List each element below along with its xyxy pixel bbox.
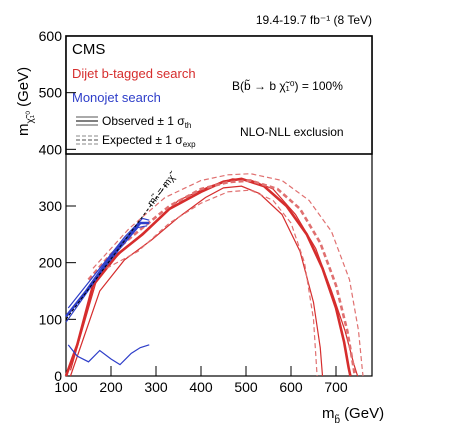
- legend-box: [65, 35, 373, 155]
- monojet-observed-curve: [64, 221, 150, 318]
- process-label: B(b̃ → b χ̃₁⁰) = 100%: [232, 78, 343, 93]
- legend-observed-label: Observed ± 1 σth: [102, 114, 191, 130]
- cms-label: CMS: [72, 41, 105, 58]
- monojet-observed-minus-curve: [67, 217, 150, 309]
- monojet-observed-lower-band-curve: [67, 344, 150, 366]
- lumi-label: 19.4-19.7 fb⁻¹ (8 TeV): [256, 13, 372, 27]
- x-tick-label: 300: [144, 379, 168, 395]
- dijet-observed-curve: [64, 177, 352, 377]
- diagonal-line: [65, 183, 168, 320]
- y-axis-title: mχ̃₁⁰(GeV): [15, 67, 36, 136]
- y-tick-label: 200: [39, 255, 63, 271]
- x-axis-title: mb̃ (GeV): [322, 405, 384, 426]
- y-tick-label: 100: [39, 311, 63, 327]
- y-tick-label: 600: [39, 28, 63, 44]
- x-tick-label: 600: [279, 379, 303, 395]
- x-tick-label: 700: [324, 379, 348, 395]
- y-tick-label: 0: [54, 368, 62, 384]
- x-tick-label: 200: [99, 379, 123, 395]
- legend-monojet: Monojet search: [72, 90, 161, 105]
- legend-expected-label: Expected ± 1 σexp: [102, 133, 196, 149]
- y-tick-label: 500: [39, 85, 63, 101]
- x-tick-label: 400: [189, 379, 213, 395]
- legend-dijet: Dijet b-tagged search: [72, 66, 196, 81]
- exclusion-curves: [64, 173, 364, 377]
- y-tick-label: 300: [39, 198, 63, 214]
- dijet-expected-minus-curve: [106, 189, 318, 377]
- dijet-expected-curve: [87, 179, 357, 377]
- y-tick-label: 400: [39, 141, 63, 157]
- monojet-observed-plus-curve: [65, 225, 148, 323]
- x-tick-label: 100: [54, 379, 78, 395]
- x-tick-label: 500: [234, 379, 258, 395]
- dijet-expected-plus-curve: [92, 173, 364, 377]
- exclusion-label: NLO-NLL exclusion: [240, 125, 344, 139]
